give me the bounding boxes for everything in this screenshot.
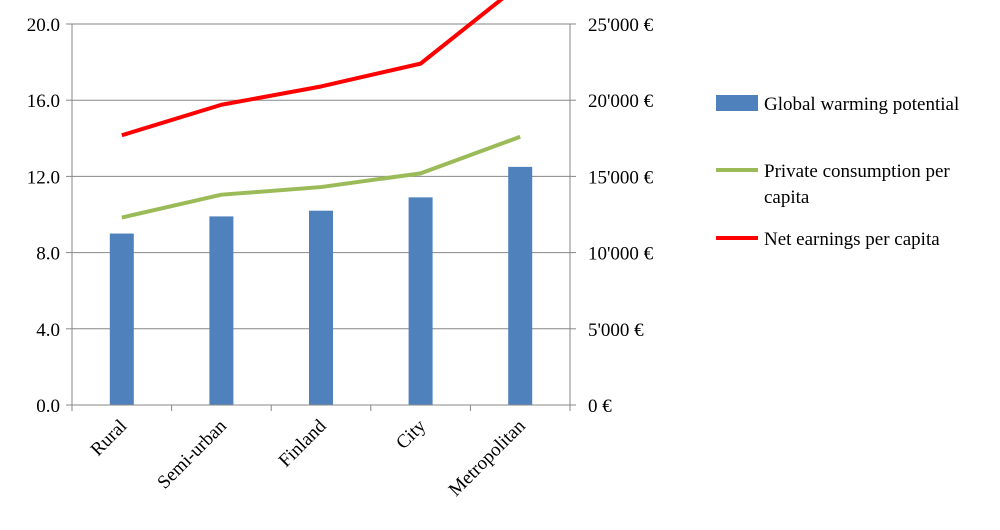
bar: [109, 233, 134, 405]
right-tick-label: 20'000 €: [588, 91, 654, 112]
category-label: Finland: [275, 415, 331, 471]
axes: [66, 23, 576, 411]
lines: [121, 0, 521, 220]
category-labels: Rural Semi-urban Finland City Metropolitan: [87, 415, 530, 500]
legend-label: Private consumption per capita: [764, 161, 950, 208]
left-tick-label: 4.0: [36, 320, 60, 341]
left-tick-labels: 0.0 4.0 8.0 12.0 16.0 20.0: [27, 15, 60, 417]
left-tick-label: 16.0: [27, 91, 60, 112]
right-tick-label: 10'000 €: [588, 244, 654, 265]
left-tick-label: 20.0: [27, 15, 60, 36]
category-label: Semi-urban: [153, 415, 231, 493]
category-label: Metropolitan: [445, 415, 530, 500]
bar: [508, 166, 533, 405]
right-tick-label: 5'000 €: [588, 320, 644, 341]
left-tick-label: 12.0: [27, 167, 60, 188]
right-tick-label: 0 €: [588, 396, 612, 417]
category-label: Rural: [87, 416, 132, 461]
bar: [209, 216, 234, 405]
gridlines: [72, 23, 570, 330]
left-tick-label: 8.0: [36, 244, 60, 265]
bars: [109, 166, 533, 405]
left-tick-label: 0.0: [36, 396, 60, 417]
right-tick-label: 15'000 €: [588, 167, 654, 188]
legend: Global warming potential Private consumpt…: [716, 94, 959, 250]
series-line: [121, 134, 521, 220]
legend-label: Global warming potential: [764, 94, 959, 115]
legend-label: Net earnings per capita: [764, 229, 940, 250]
category-label: City: [392, 415, 430, 453]
series-line: [121, 0, 504, 138]
right-tick-labels: 0 € 5'000 € 10'000 € 15'000 € 20'000 € 25'000…: [588, 15, 654, 417]
bar: [408, 197, 433, 405]
legend-swatch: [716, 95, 758, 111]
right-tick-label: 25'000 €: [588, 15, 654, 36]
bar: [309, 210, 333, 405]
